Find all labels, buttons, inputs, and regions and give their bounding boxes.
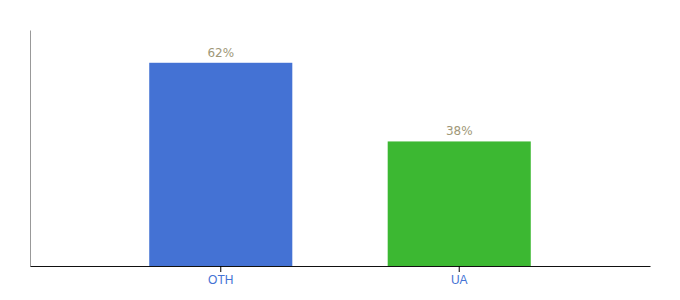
bars bbox=[149, 63, 531, 266]
data-label: 62% bbox=[207, 46, 234, 60]
chart: OTH UA 62% 38% bbox=[0, 0, 680, 300]
x-tick: UA bbox=[451, 266, 468, 287]
y-axis bbox=[30, 31, 31, 267]
x-tick-mark bbox=[459, 266, 460, 272]
x-tick-label: OTH bbox=[208, 273, 233, 287]
bar bbox=[388, 141, 531, 266]
plot: OTH UA 62% 38% bbox=[31, 31, 651, 287]
x-tick-label: UA bbox=[451, 273, 468, 287]
x-axis: OTH UA bbox=[31, 266, 651, 287]
x-axis-line bbox=[31, 266, 651, 267]
x-tick: OTH bbox=[208, 266, 233, 287]
y-axis-line bbox=[30, 31, 31, 267]
x-tick-mark bbox=[220, 266, 221, 272]
bar bbox=[149, 63, 292, 266]
data-label: 38% bbox=[446, 124, 473, 138]
data-labels: 62% 38% bbox=[207, 46, 472, 139]
